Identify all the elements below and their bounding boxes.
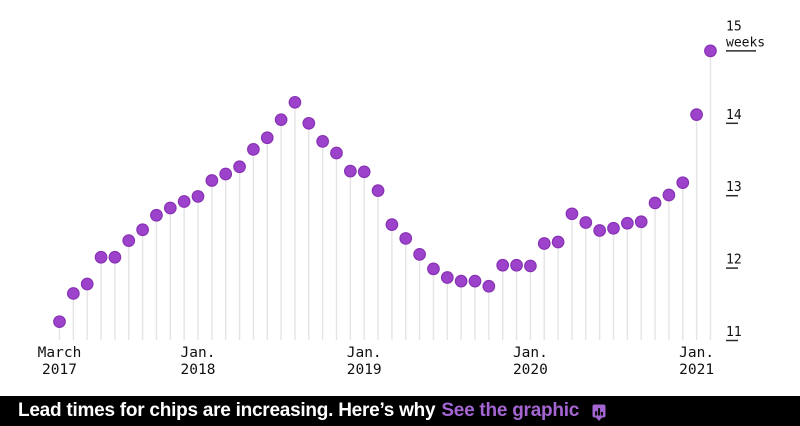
data-point xyxy=(80,277,94,291)
x-tick-label-year: 2019 xyxy=(347,362,382,378)
y-tick-label: 13 xyxy=(726,180,742,195)
data-point xyxy=(136,223,149,237)
data-point xyxy=(385,218,399,232)
data-point xyxy=(551,235,565,249)
data-point xyxy=(690,108,703,121)
data-point xyxy=(163,201,177,215)
data-point xyxy=(316,135,330,148)
y-axis-unit-label: weeks xyxy=(726,35,765,50)
data-point xyxy=(260,131,274,145)
data-point xyxy=(676,176,690,190)
data-point xyxy=(607,221,620,235)
data-point xyxy=(302,116,316,130)
y-tick-label: 12 xyxy=(726,253,742,268)
data-point xyxy=(482,279,496,293)
data-point xyxy=(288,95,302,109)
footer-banner: Lead times for chips are increasing. Her… xyxy=(0,396,800,426)
data-point xyxy=(247,143,260,156)
bar-chart-bubble-icon[interactable] xyxy=(592,404,606,422)
data-point xyxy=(427,262,440,276)
data-point xyxy=(413,247,426,261)
data-point xyxy=(219,167,233,181)
x-tick-label-month: March xyxy=(38,345,82,361)
data-point xyxy=(399,232,413,245)
data-point xyxy=(440,271,454,284)
data-point xyxy=(565,207,579,221)
data-point xyxy=(648,196,662,210)
footer-headline: Lead times for chips are increasing. Her… xyxy=(18,400,436,421)
data-point xyxy=(371,184,385,197)
data-point xyxy=(468,274,482,288)
data-point xyxy=(122,234,136,247)
x-tick-label-year: 2017 xyxy=(42,362,77,378)
data-point xyxy=(704,44,717,58)
data-point xyxy=(274,113,288,127)
data-point xyxy=(634,215,648,229)
x-tick-label-month: Jan. xyxy=(347,345,382,361)
data-point xyxy=(537,237,551,250)
data-point xyxy=(620,216,634,230)
data-point xyxy=(108,250,122,264)
y-tick-label: 14 xyxy=(726,108,742,123)
y-tick-label: 11 xyxy=(726,325,742,340)
data-point xyxy=(510,258,523,272)
see-the-graphic-link[interactable]: See the graphic xyxy=(441,400,580,421)
data-point xyxy=(662,188,676,202)
bar-chart-bubble-icon-svg xyxy=(592,404,606,421)
data-point xyxy=(205,174,219,187)
data-point xyxy=(94,250,108,264)
data-point xyxy=(579,216,593,229)
data-point xyxy=(53,315,66,329)
data-point xyxy=(344,164,357,178)
data-point xyxy=(177,195,191,208)
x-tick-label-year: 2018 xyxy=(181,362,216,378)
x-tick-label-month: Jan. xyxy=(181,345,216,361)
x-tick-label-year: 2021 xyxy=(679,362,714,378)
x-tick-label-month: Jan. xyxy=(679,345,714,361)
data-point xyxy=(357,165,371,179)
y-tick-label: 15 xyxy=(726,19,742,34)
data-point xyxy=(524,259,537,273)
data-point xyxy=(233,160,246,174)
data-point xyxy=(150,208,163,222)
x-tick-label-month: Jan. xyxy=(513,345,548,361)
data-point xyxy=(593,224,607,237)
data-point xyxy=(191,190,205,203)
data-point xyxy=(66,287,80,300)
data-point xyxy=(330,146,343,160)
data-point xyxy=(496,258,510,272)
data-point xyxy=(454,274,468,288)
x-tick-label-year: 2020 xyxy=(513,362,548,378)
lead-times-lollipop-chart: 1112131415weeksMarch2017Jan.2018Jan.2019… xyxy=(38,19,765,378)
